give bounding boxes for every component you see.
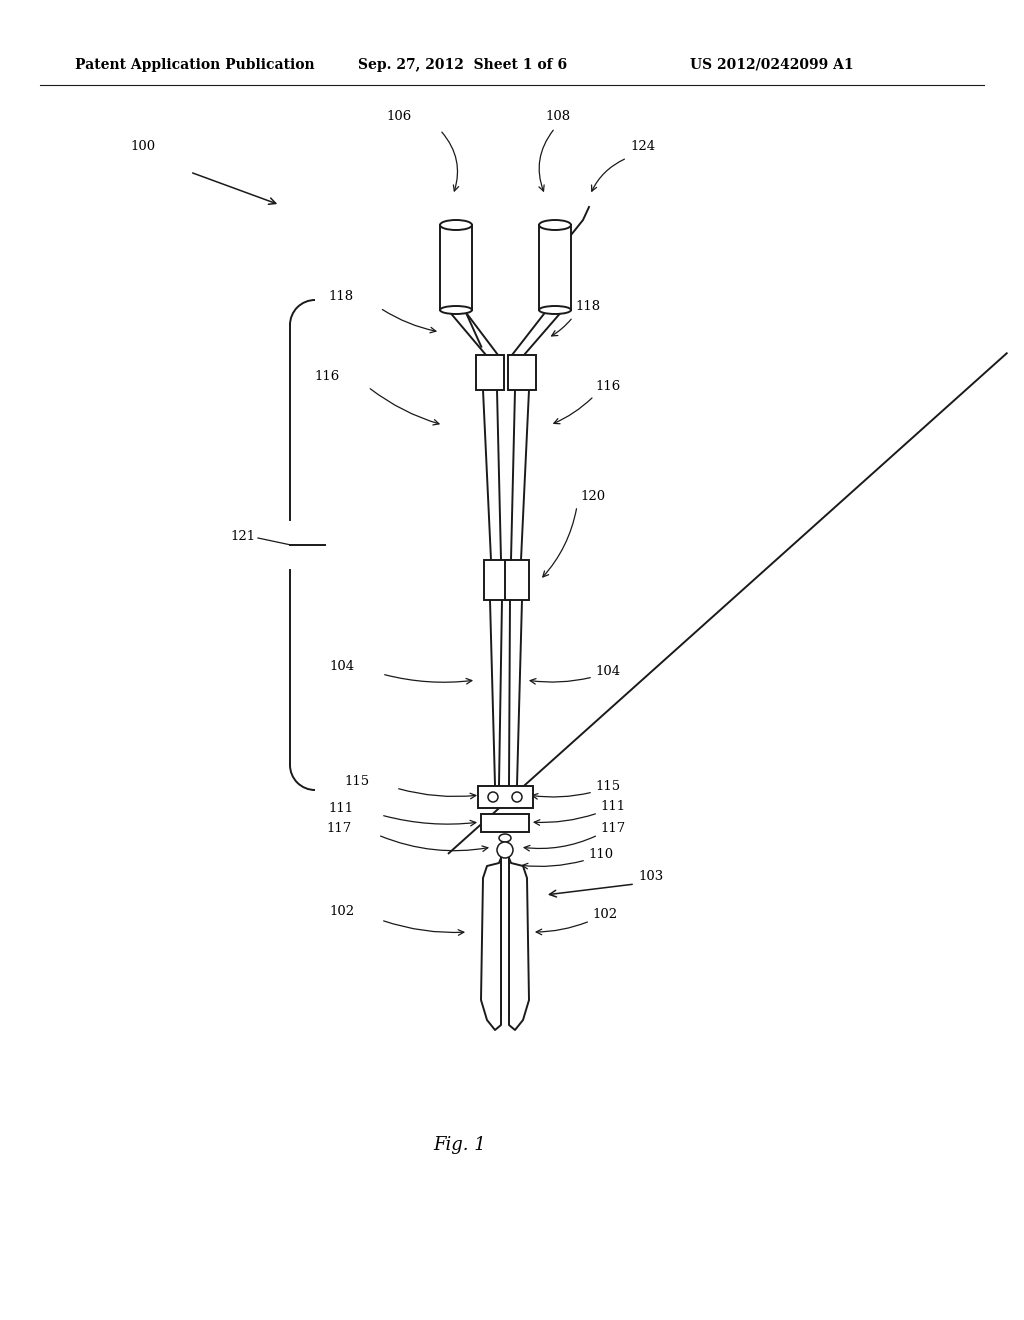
Text: US 2012/0242099 A1: US 2012/0242099 A1 — [690, 58, 854, 73]
Text: 116: 116 — [314, 370, 340, 383]
Text: 117: 117 — [600, 822, 626, 836]
Text: 115: 115 — [345, 775, 370, 788]
Text: 115: 115 — [595, 780, 621, 793]
Ellipse shape — [499, 834, 511, 842]
Text: 102: 102 — [592, 908, 617, 921]
Text: 106: 106 — [387, 110, 412, 123]
Text: 111: 111 — [329, 803, 354, 814]
Polygon shape — [509, 858, 529, 1030]
Text: 100: 100 — [130, 140, 155, 153]
Text: 111: 111 — [600, 800, 625, 813]
Text: 121: 121 — [230, 531, 256, 543]
Text: 103: 103 — [638, 870, 664, 883]
Text: Fig. 1: Fig. 1 — [433, 1137, 486, 1154]
Text: 116: 116 — [595, 380, 621, 393]
Text: 110: 110 — [588, 847, 613, 861]
Bar — [505, 560, 529, 601]
Text: 118: 118 — [329, 290, 354, 304]
Text: 104: 104 — [595, 665, 621, 678]
Text: 124: 124 — [630, 140, 655, 153]
Bar — [539, 224, 571, 310]
Ellipse shape — [499, 843, 511, 851]
Circle shape — [512, 792, 522, 803]
Text: 120: 120 — [580, 490, 605, 503]
Bar — [476, 355, 504, 389]
Bar — [477, 785, 532, 808]
Ellipse shape — [440, 306, 472, 314]
Text: 108: 108 — [545, 110, 570, 123]
Text: 104: 104 — [330, 660, 355, 673]
Text: Patent Application Publication: Patent Application Publication — [75, 58, 314, 73]
Text: 117: 117 — [327, 822, 352, 836]
Bar — [440, 224, 472, 310]
Text: Sep. 27, 2012  Sheet 1 of 6: Sep. 27, 2012 Sheet 1 of 6 — [358, 58, 567, 73]
Circle shape — [497, 842, 513, 858]
Bar — [508, 355, 536, 389]
Ellipse shape — [539, 306, 571, 314]
Ellipse shape — [539, 220, 571, 230]
Bar — [481, 814, 529, 832]
Text: 102: 102 — [330, 906, 355, 917]
Polygon shape — [481, 858, 501, 1030]
Circle shape — [488, 792, 498, 803]
Bar — [484, 560, 508, 601]
Ellipse shape — [440, 220, 472, 230]
Text: 118: 118 — [575, 300, 600, 313]
